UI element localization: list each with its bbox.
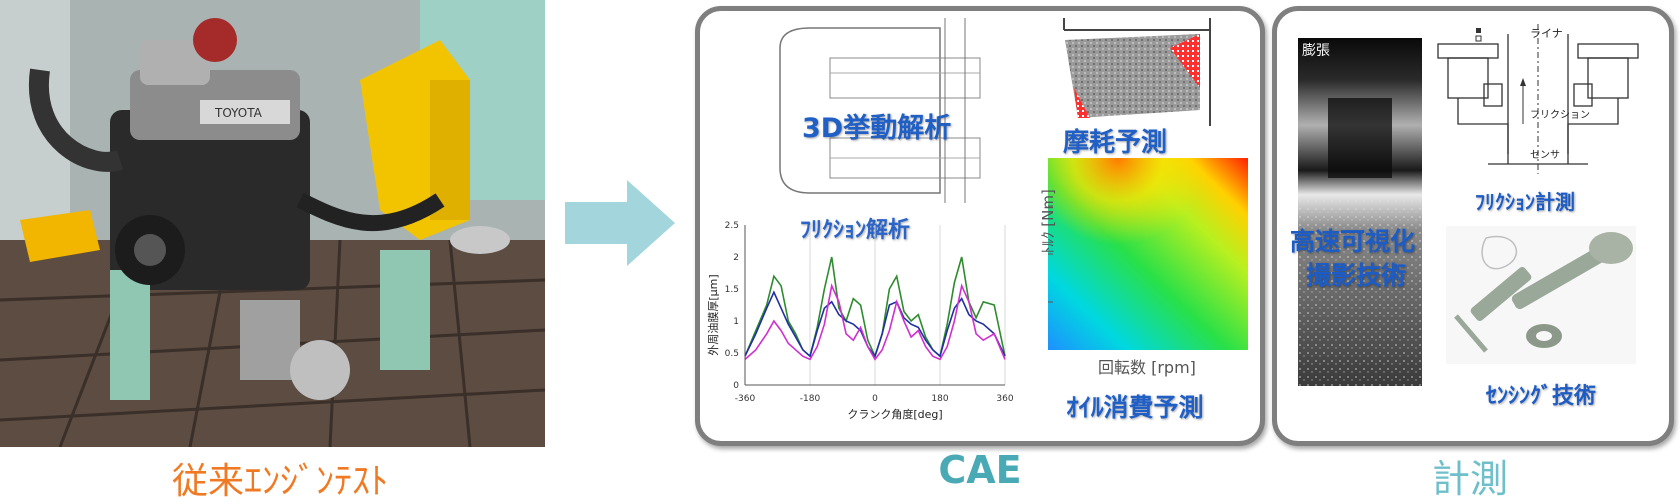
friction-chart-title: ﾌﾘｸｼｮﾝ解析	[800, 218, 911, 243]
measurement-caption: 計測	[1431, 457, 1508, 501]
heatmap-xlabel: 回転数 [rpm]	[1098, 358, 1196, 377]
friction-chart-ytick: 0.5	[725, 349, 739, 359]
friction-series-line-3	[744, 283, 1006, 361]
friction-small-label: フリクション	[1530, 110, 1590, 121]
label-oil-consumption: ｵｲﾙ消費予測	[1066, 393, 1204, 422]
sensing-technology-image	[1446, 226, 1636, 364]
cae-caption: CAE	[938, 448, 1022, 492]
friction-series-line-2	[744, 290, 1006, 358]
high-speed-camera-image	[1298, 38, 1422, 386]
friction-chart-xtick: -180	[800, 394, 821, 404]
friction-chart-ylabel: 外周油膜厚[μm]	[706, 274, 720, 355]
expansion-label: 膨張	[1302, 43, 1330, 59]
conventional-engine-test-caption: 従来ｴﾝｼﾞﾝﾃｽﾄ	[171, 461, 388, 502]
friction-chart-xlabel: クランク角度[deg]	[847, 407, 942, 421]
engine-test-photo: TOYOTA	[0, 0, 545, 447]
label-3d-analysis: 3D挙動解析	[802, 113, 952, 144]
label-wear-prediction: 摩耗予測	[1063, 128, 1168, 158]
friction-chart-ytick: 1.5	[725, 285, 739, 295]
label-highspeed-line1: 高速可視化	[1290, 227, 1416, 256]
friction-chart-ytick: 1	[733, 317, 739, 327]
sensor-label: センサ	[1530, 150, 1560, 161]
piston-3d-drawing	[779, 18, 981, 203]
heatmap-ylabel: ﾄﾙｸ [Nm]	[1039, 189, 1057, 254]
friction-measurement-drawing	[1437, 24, 1639, 174]
arrow-right-icon	[565, 180, 675, 266]
friction-chart-ytick: 0	[733, 381, 739, 391]
wear-prediction-image	[1063, 18, 1211, 126]
friction-chart-ytick: 2.5	[725, 221, 739, 231]
friction-chart-xtick: 360	[996, 394, 1013, 404]
liner-label: ライナ	[1530, 27, 1563, 40]
friction-chart-xtick: -360	[735, 394, 756, 404]
label-friction-measurement: ﾌﾘｸｼｮﾝ計測	[1475, 190, 1575, 214]
friction-chart-xtick: 0	[872, 394, 878, 404]
friction-chart-xtick: 180	[931, 394, 948, 404]
engine-test-illustration: TOYOTA	[0, 0, 545, 447]
friction-chart-ytick: 2	[733, 253, 739, 263]
oil-consumption-heatmap	[1048, 158, 1248, 350]
engine-badge: TOYOTA	[214, 106, 263, 120]
label-highspeed-line2: 撮影技術	[1306, 261, 1407, 290]
label-sensing-technology: ｾﾝｼﾝｸﾞ技術	[1486, 384, 1597, 409]
